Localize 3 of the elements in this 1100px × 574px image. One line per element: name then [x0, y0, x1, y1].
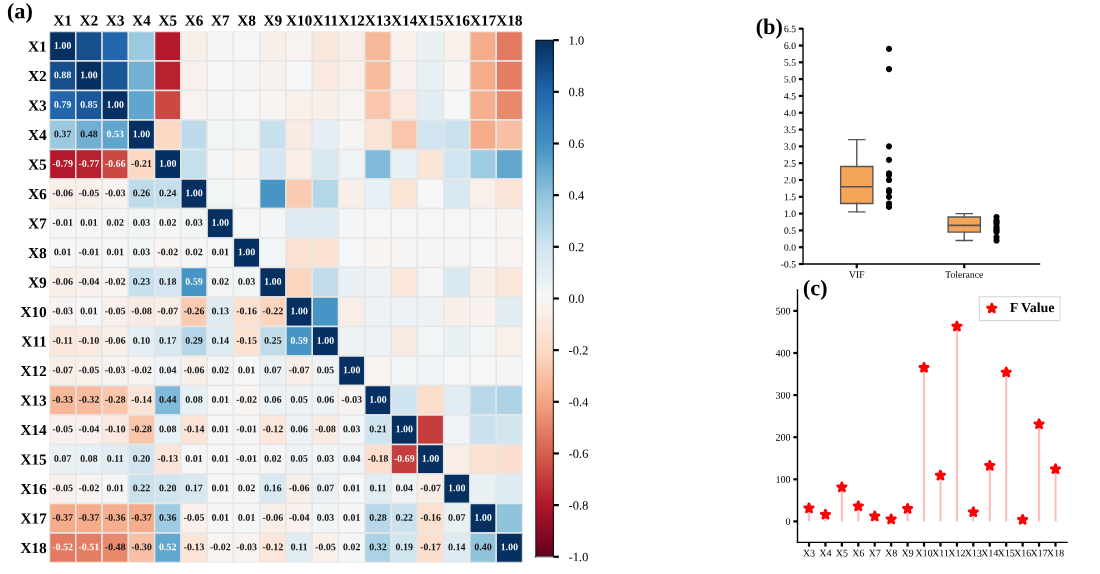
chart-title: (c) [803, 279, 827, 300]
chart-title: (b) [756, 18, 782, 39]
chart-title: (a) [7, 2, 32, 24]
